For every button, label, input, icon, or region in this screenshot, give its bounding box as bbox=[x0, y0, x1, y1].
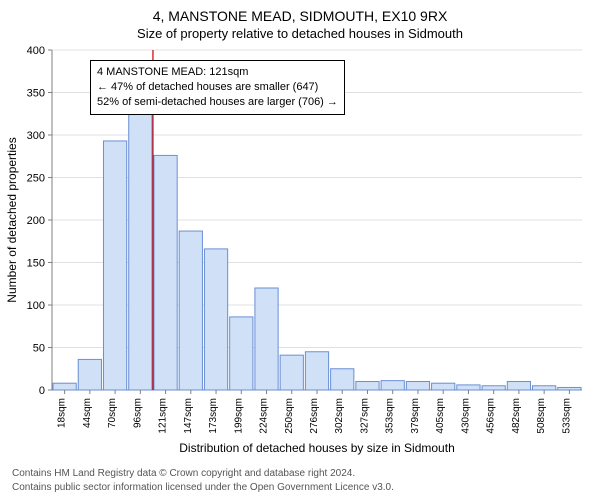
svg-text:276sqm: 276sqm bbox=[309, 398, 320, 434]
svg-text:379sqm: 379sqm bbox=[410, 398, 421, 434]
callout-box: 4 MANSTONE MEAD: 121sqm ← 47% of detache… bbox=[90, 60, 345, 115]
bar bbox=[331, 369, 354, 390]
svg-text:250: 250 bbox=[27, 173, 45, 185]
bar bbox=[230, 317, 253, 390]
footer-line-2: Contains public sector information licen… bbox=[12, 481, 394, 495]
svg-text:121sqm: 121sqm bbox=[158, 398, 169, 434]
bar bbox=[457, 385, 480, 390]
callout-line-3: 52% of semi-detached houses are larger (… bbox=[97, 95, 338, 110]
svg-text:302sqm: 302sqm bbox=[334, 398, 345, 434]
svg-text:430sqm: 430sqm bbox=[460, 398, 471, 434]
bar bbox=[129, 105, 152, 390]
bar bbox=[507, 382, 530, 391]
bar bbox=[482, 386, 505, 390]
svg-text:44sqm: 44sqm bbox=[82, 398, 93, 428]
svg-text:327sqm: 327sqm bbox=[359, 398, 370, 434]
bar bbox=[53, 383, 76, 390]
svg-text:0: 0 bbox=[39, 385, 45, 397]
bar bbox=[179, 231, 202, 390]
svg-text:482sqm: 482sqm bbox=[511, 398, 522, 434]
svg-text:96sqm: 96sqm bbox=[132, 398, 143, 428]
svg-text:350: 350 bbox=[27, 88, 45, 100]
bar bbox=[356, 382, 379, 391]
svg-text:173sqm: 173sqm bbox=[208, 398, 219, 434]
svg-text:199sqm: 199sqm bbox=[233, 398, 244, 434]
svg-text:70sqm: 70sqm bbox=[107, 398, 118, 428]
svg-text:147sqm: 147sqm bbox=[183, 398, 194, 434]
footer-attribution: Contains HM Land Registry data © Crown c… bbox=[12, 467, 394, 494]
bar bbox=[558, 387, 581, 390]
svg-text:50: 50 bbox=[33, 343, 45, 355]
svg-text:100: 100 bbox=[27, 300, 45, 312]
svg-text:533sqm: 533sqm bbox=[561, 398, 572, 434]
svg-text:150: 150 bbox=[27, 258, 45, 270]
footer-line-1: Contains HM Land Registry data © Crown c… bbox=[12, 467, 394, 481]
bar bbox=[280, 355, 303, 390]
bar bbox=[406, 382, 429, 391]
svg-text:353sqm: 353sqm bbox=[385, 398, 396, 434]
svg-text:508sqm: 508sqm bbox=[536, 398, 547, 434]
bar bbox=[154, 155, 177, 390]
bar bbox=[432, 383, 455, 390]
svg-text:18sqm: 18sqm bbox=[57, 398, 68, 428]
bar bbox=[204, 249, 227, 390]
svg-text:300: 300 bbox=[27, 130, 45, 142]
bar bbox=[381, 381, 404, 390]
svg-text:400: 400 bbox=[27, 45, 45, 57]
bar bbox=[103, 141, 126, 390]
callout-line-2: ← 47% of detached houses are smaller (64… bbox=[97, 80, 338, 95]
svg-text:224sqm: 224sqm bbox=[259, 398, 270, 434]
bar bbox=[78, 359, 101, 390]
svg-text:456sqm: 456sqm bbox=[486, 398, 497, 434]
y-axis-label: Number of detached properties bbox=[5, 137, 19, 302]
svg-text:200: 200 bbox=[27, 215, 45, 227]
svg-text:250sqm: 250sqm bbox=[284, 398, 295, 434]
bar bbox=[305, 352, 328, 390]
svg-text:405sqm: 405sqm bbox=[435, 398, 446, 434]
x-axis-label: Distribution of detached houses by size … bbox=[179, 441, 455, 455]
callout-line-1: 4 MANSTONE MEAD: 121sqm bbox=[97, 65, 338, 80]
bar bbox=[533, 386, 556, 390]
bar bbox=[255, 288, 278, 390]
